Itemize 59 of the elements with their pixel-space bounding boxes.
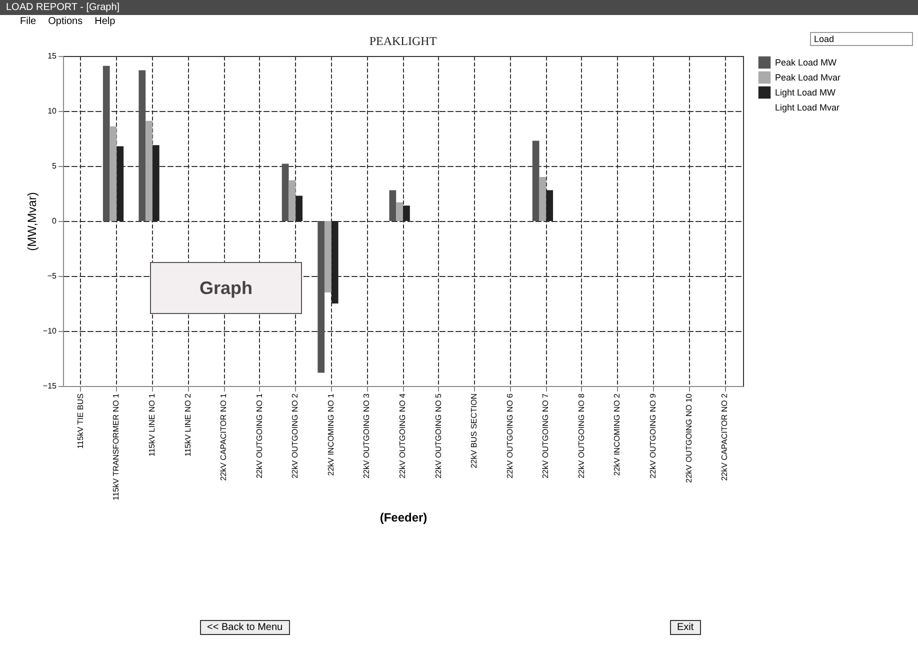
text: File bbox=[20, 16, 36, 27]
bar bbox=[546, 190, 554, 221]
x-tick-label: 22kV OUTGOING NO 10 bbox=[684, 392, 694, 483]
bar bbox=[282, 164, 289, 221]
bar bbox=[138, 70, 146, 221]
x-tick-label: 115kV LINE NO 1 bbox=[147, 392, 156, 456]
bar bbox=[152, 145, 160, 221]
bar bbox=[102, 66, 110, 221]
text: Light Load Mvar bbox=[775, 102, 840, 112]
text: LOAD REPORT - [Graph] bbox=[0, 0, 918, 15]
x-tick-label: 22kV OUTGOING NO 7 bbox=[541, 392, 550, 478]
x-tick-label: 22kV BUS SECTION bbox=[470, 393, 479, 468]
y-tick-label: 15 bbox=[48, 52, 58, 60]
y-tick-label: −10 bbox=[42, 326, 58, 336]
x-tick-label: 22kV OUTGOING NO 2 bbox=[290, 392, 300, 478]
bar bbox=[146, 120, 152, 221]
text: Help bbox=[94, 16, 116, 27]
x-tick-label: 115kV TIE BUS bbox=[76, 394, 85, 449]
x-tick-label: 22kV CAPACITOR NO 2 bbox=[720, 392, 730, 481]
legend-label: Light Load MW bbox=[775, 88, 836, 98]
x-tick-label: 22kV INCOMING NO 2 bbox=[612, 392, 622, 476]
back-button: << Back to Menu bbox=[200, 620, 290, 635]
x-tick-label: 22kV INCOMING NO 1 bbox=[326, 392, 336, 476]
y-tick-label: −15 bbox=[42, 382, 58, 390]
x-axis-title: (Feeder) bbox=[380, 510, 428, 524]
text: Options bbox=[48, 16, 83, 27]
x-tick-label: 22kV OUTGOING NO 3 bbox=[362, 392, 372, 478]
dropdown: Load bbox=[810, 32, 913, 46]
bar bbox=[331, 221, 338, 304]
y-tick-label: −5 bbox=[47, 272, 58, 280]
y-tick-label: 0 bbox=[52, 216, 58, 226]
bar bbox=[110, 126, 117, 221]
label-box: Graph bbox=[150, 262, 302, 314]
x-tick-label: 22kV OUTGOING NO 1 bbox=[254, 392, 264, 478]
bar bbox=[539, 177, 546, 221]
bar bbox=[288, 180, 296, 221]
exit-button: Exit bbox=[670, 620, 701, 635]
x-tick-label: 115kV TRANSFORMER NO 1 bbox=[112, 392, 121, 500]
x-tick-label: 22kV OUTGOING NO 4 bbox=[398, 392, 407, 478]
x-tick-label: 22kV OUTGOING NO 6 bbox=[505, 392, 514, 478]
bar bbox=[389, 190, 396, 221]
x-tick-label: 22kV CAPACITOR NO 1 bbox=[219, 392, 228, 481]
legend-label: Peak Load Mvar bbox=[775, 72, 841, 82]
legend-label: Peak Load MW bbox=[775, 58, 838, 68]
x-tick-label: 22kV OUTGOING NO 8 bbox=[576, 392, 586, 478]
x-tick-label: 115kV LINE NO 2 bbox=[183, 392, 192, 456]
x-tick-label: 22kV OUTGOING NO 5 bbox=[434, 392, 443, 478]
bar bbox=[532, 140, 540, 221]
bar bbox=[318, 221, 325, 373]
x-tick-label: 22kV OUTGOING NO 9 bbox=[648, 392, 658, 478]
y-tick-label: 10 bbox=[48, 106, 58, 116]
bar bbox=[396, 202, 403, 221]
bar bbox=[296, 196, 303, 221]
bar bbox=[116, 146, 124, 221]
chart-title: PEAKLIGHT bbox=[369, 34, 438, 48]
y-tick-label: 5 bbox=[52, 162, 58, 170]
bar bbox=[403, 206, 410, 221]
bar bbox=[324, 221, 332, 292]
y-axis-title: (MW,Mvar) bbox=[24, 192, 39, 251]
